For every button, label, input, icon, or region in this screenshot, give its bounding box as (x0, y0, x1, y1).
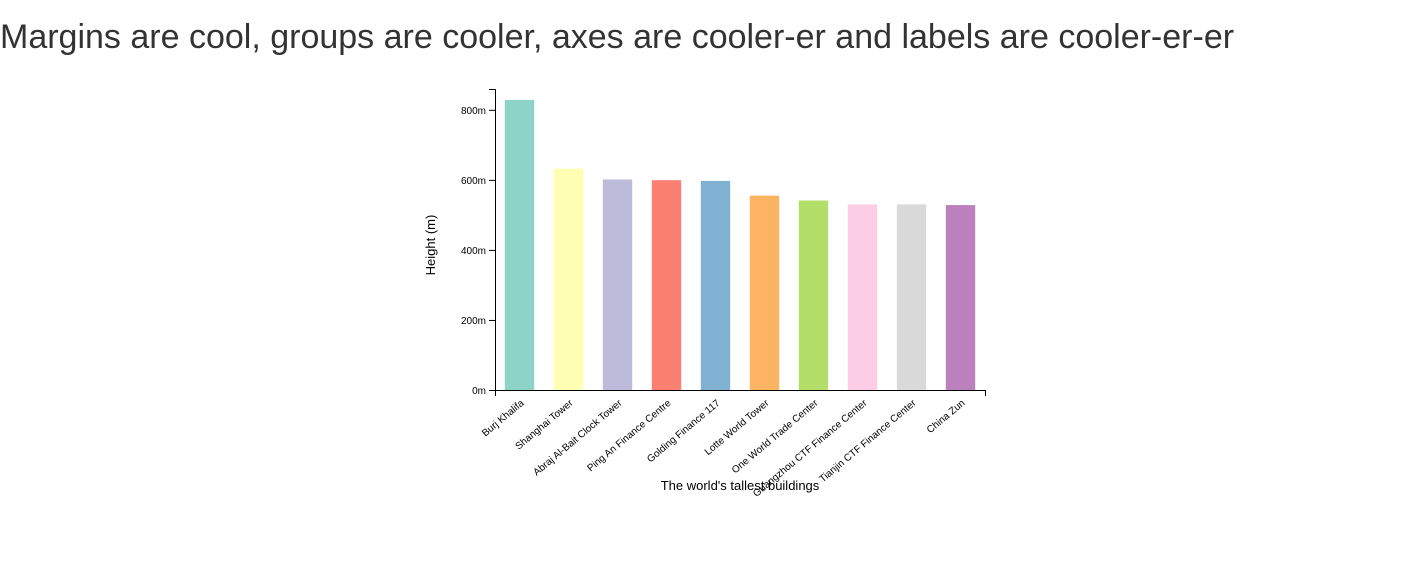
y-axis-line (489, 89, 496, 391)
bar (553, 168, 584, 390)
bar (504, 100, 535, 390)
x-tick-label: Burj Khalifa (480, 398, 527, 440)
y-tick-label: 0m (472, 386, 486, 397)
bar (945, 205, 976, 390)
y-tick-label: 800m (461, 106, 486, 117)
bar (798, 200, 829, 390)
x-tick-label: One World Trade Center (730, 397, 821, 476)
x-axis-title: The world's tallest buildings (661, 478, 820, 493)
x-tick-label: China Zun (925, 398, 967, 436)
x-tick-label: Tianjin CTF Finance Center (818, 397, 919, 485)
bar (700, 180, 731, 390)
x-tick-label: Abraj Al-Bait Clock Tower (531, 397, 624, 478)
y-axis-title: Height (m) (423, 215, 438, 276)
bar (896, 204, 927, 390)
y-tick-label: 600m (461, 176, 486, 187)
x-axis-line (495, 390, 986, 396)
bar (847, 204, 878, 390)
x-tick-label: Ping An Finance Centre (585, 398, 673, 475)
y-tick-label: 400m (461, 246, 486, 257)
y-tick-label: 200m (461, 316, 486, 327)
page-title: Margins are cool, groups are cooler, axe… (0, 18, 1235, 56)
bar-group (504, 100, 976, 390)
bar (651, 180, 682, 390)
bar (602, 179, 633, 390)
y-axis: 0m 200m 400m 600m 800m (461, 89, 496, 397)
bar (749, 195, 780, 390)
